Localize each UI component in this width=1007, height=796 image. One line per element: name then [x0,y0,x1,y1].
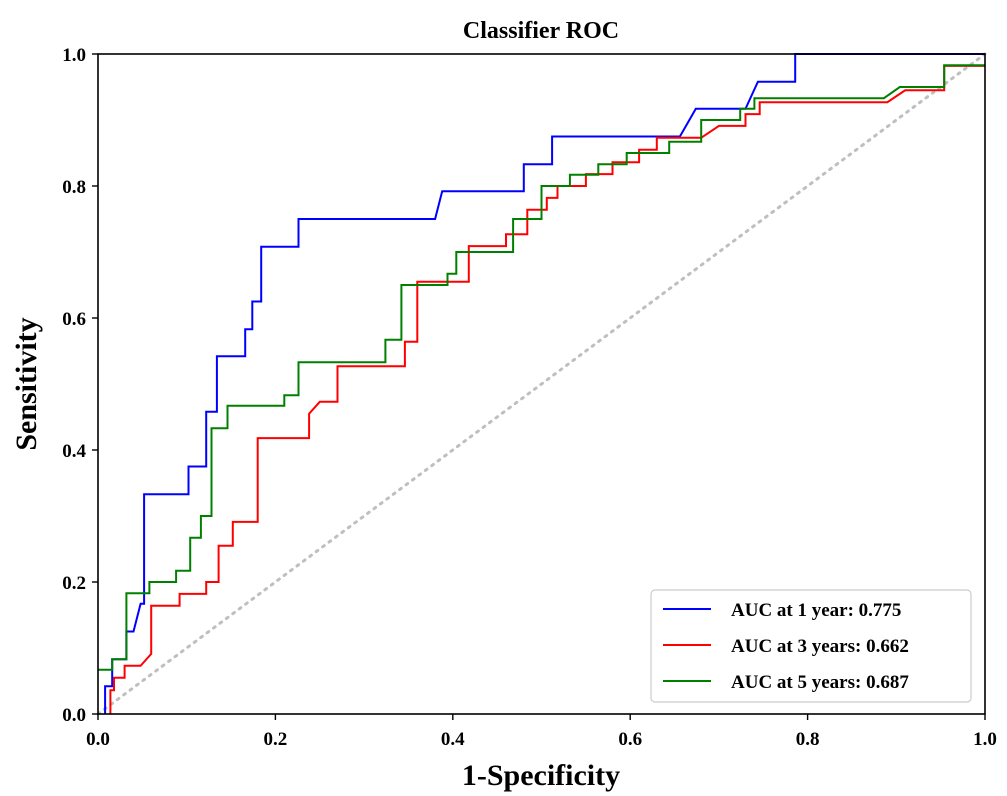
reference-diagonal-line [96,52,987,716]
x-axis-label: 1-Specificity [462,759,620,792]
legend-label-3-years: AUC at 3 years: 0.662 [731,636,909,657]
legend-label-5-years: AUC at 5 years: 0.687 [731,672,909,693]
series-layer [98,53,985,714]
chart-title: Classifier ROC [463,18,619,44]
legend-box [650,589,972,703]
legend: AUC at 1 year: 0.775 AUC at 3 years: 0.6… [650,589,972,703]
y-tick-label: 0.4 [62,441,86,462]
y-tick-label: 1.0 [62,45,86,66]
plot-frame [97,53,986,715]
y-tick-label: 0.0 [62,705,86,726]
legend-label-1-year: AUC at 1 year: 0.775 [731,600,901,621]
y-tick-label: 0.8 [62,177,86,198]
series-line-3-years [109,64,985,714]
y-axis-label: Sensitivity [10,317,43,450]
x-tick-label: 0.2 [264,729,288,750]
x-tick-label: 1.0 [973,729,997,750]
y-axis: 0.0 0.2 0.4 0.6 0.8 1.0 [62,45,98,726]
x-axis: 0.0 0.2 0.4 0.6 0.8 1.0 [86,714,997,750]
x-tick-label: 0.4 [441,729,465,750]
series-line-5-years [98,64,985,671]
y-tick-label: 0.6 [62,309,86,330]
y-tick-label: 0.2 [62,573,86,594]
x-tick-label: 0.0 [86,729,110,750]
x-tick-label: 0.6 [618,729,642,750]
x-tick-label: 0.8 [796,729,820,750]
series-line-1-year [104,53,985,714]
